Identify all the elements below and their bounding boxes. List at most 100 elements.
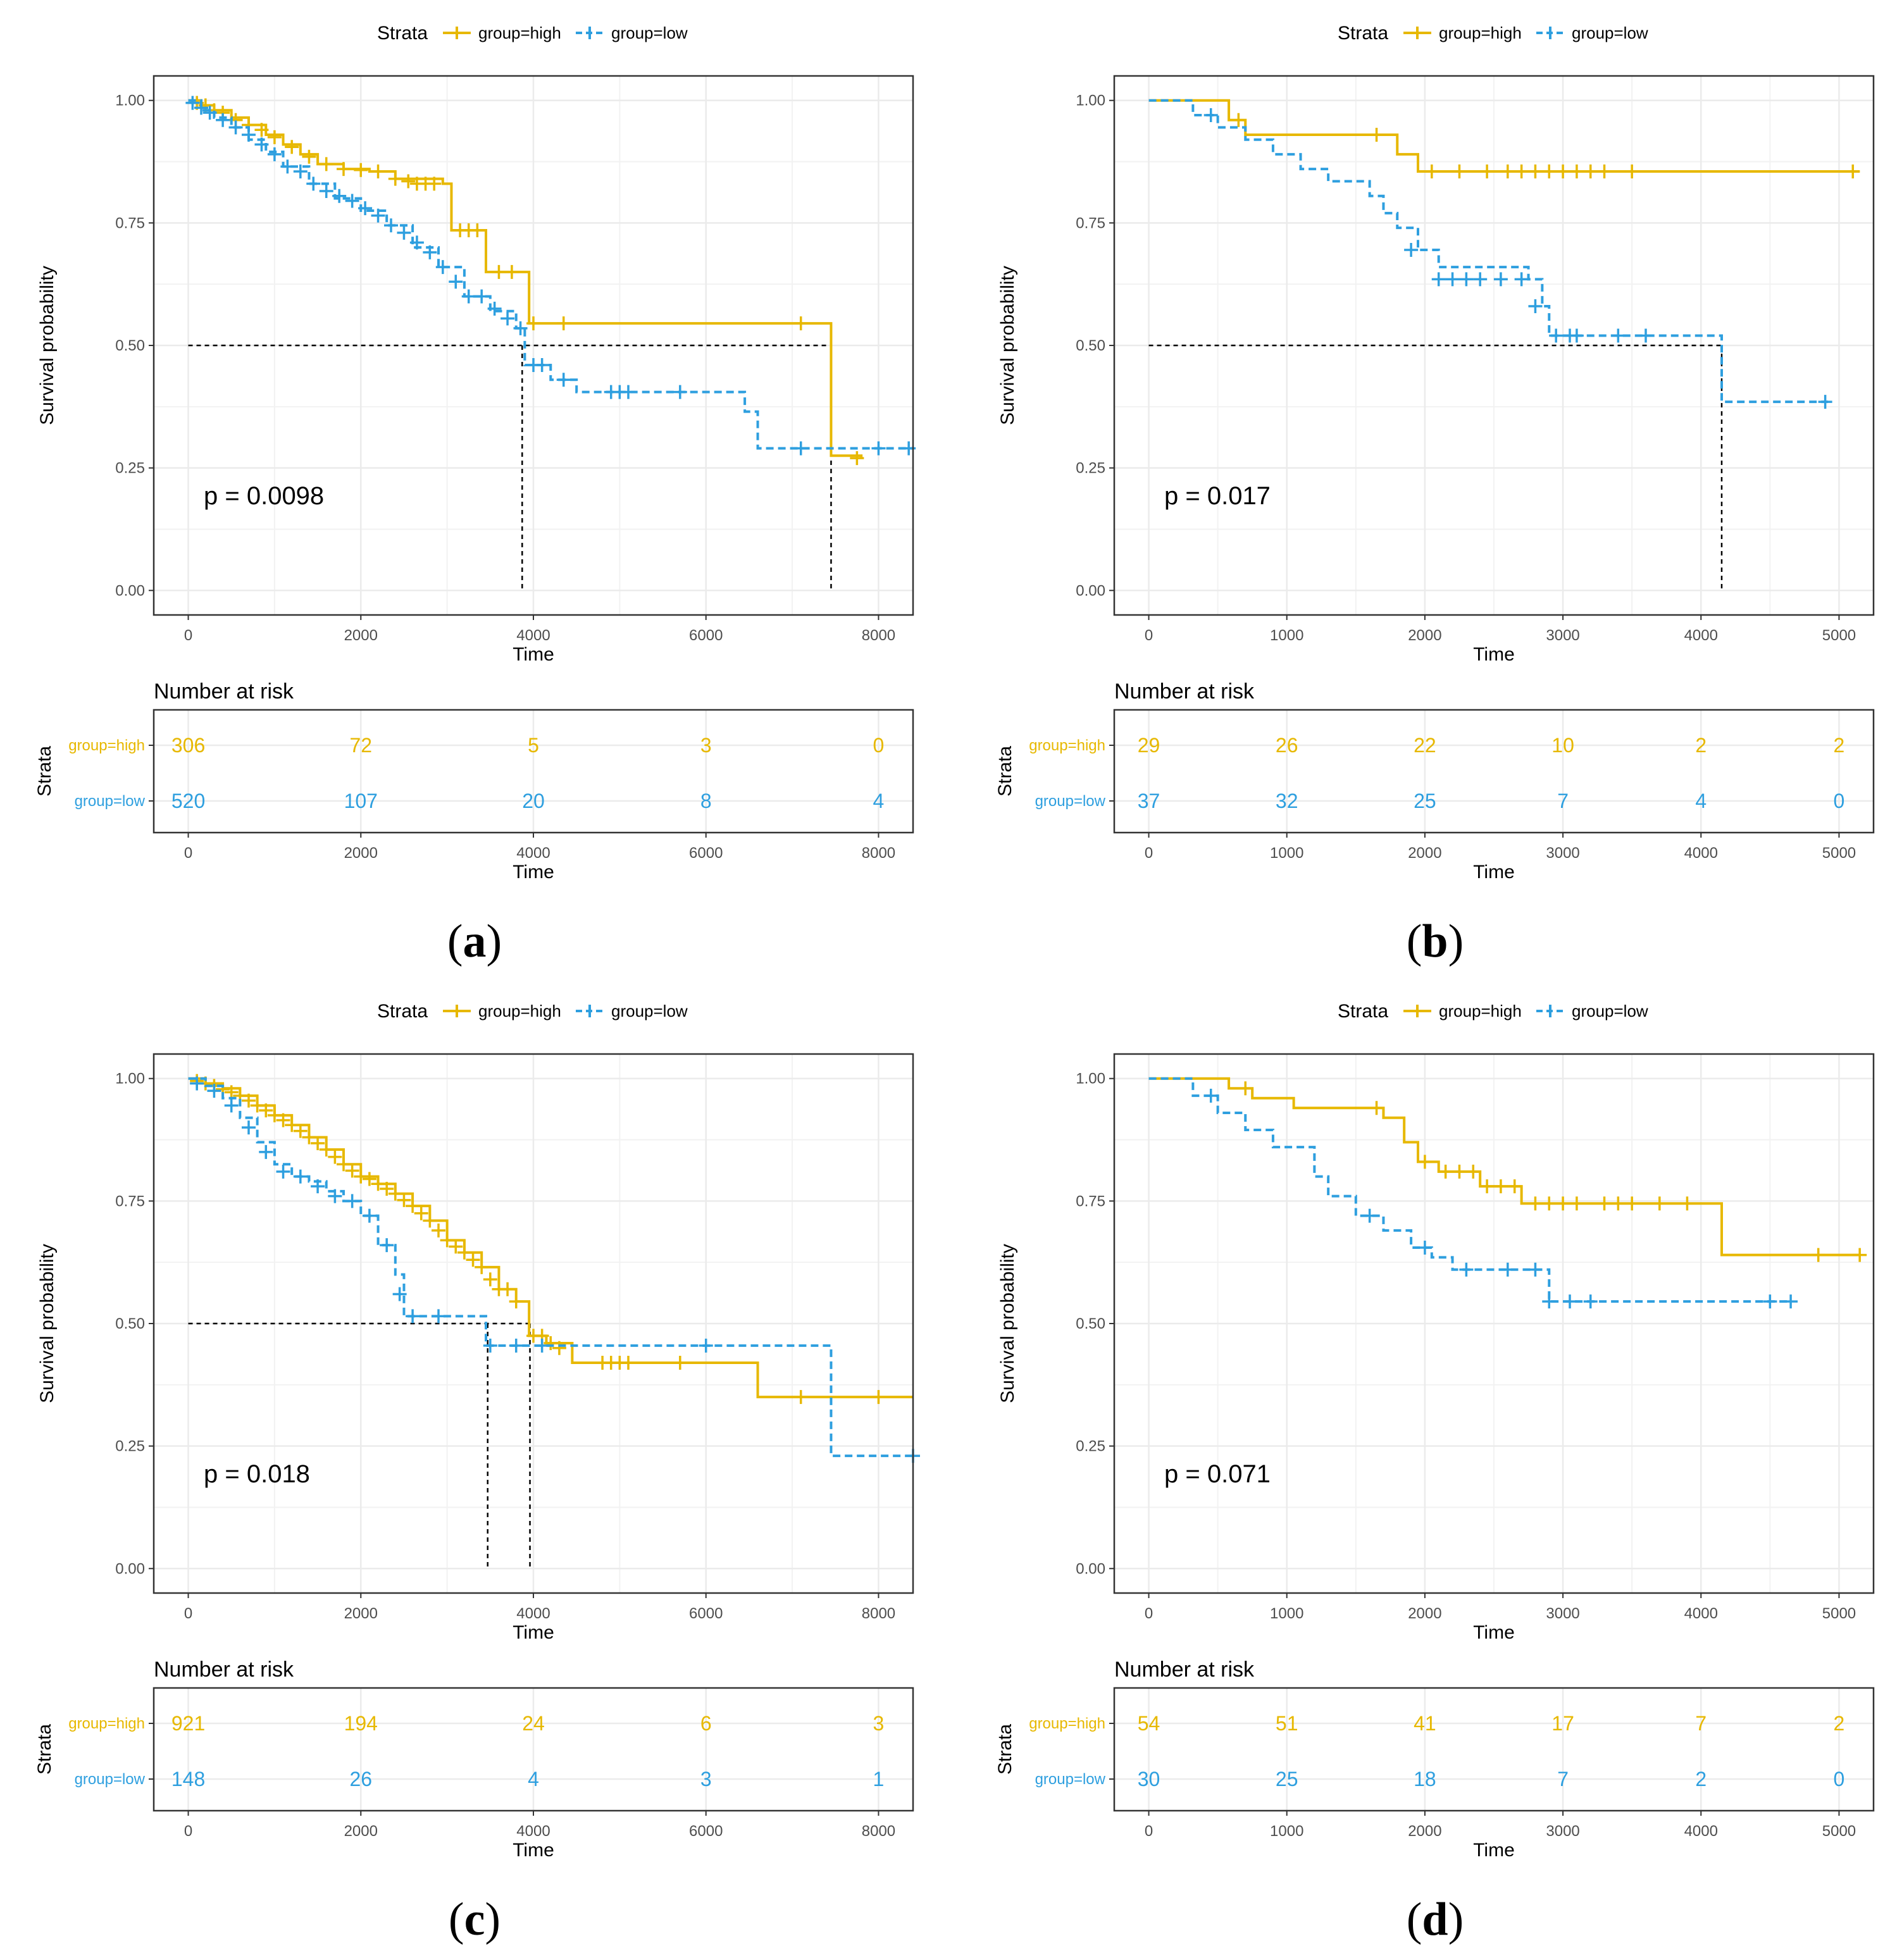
- censor-mark-high: [1493, 1179, 1508, 1194]
- risk-count-high: 5: [528, 734, 539, 757]
- censor-mark-high: [427, 177, 442, 191]
- censor-mark-high: [254, 123, 269, 137]
- censor-mark-high: [793, 316, 808, 331]
- censor-mark-high: [457, 1245, 471, 1260]
- risk-table: Number at risk 54 30 51 25 41 18 17 7 7 2 2 0 group=h…: [995, 1658, 1875, 1861]
- censor-mark-high: [1452, 1164, 1467, 1179]
- censor-mark-high: [302, 149, 316, 164]
- censor-mark-high: [319, 157, 333, 171]
- censor-mark-low: [190, 1076, 204, 1091]
- censor-mark-low: [228, 120, 243, 135]
- censor-mark-high: [267, 1108, 282, 1122]
- censor-mark-low: [224, 1098, 239, 1113]
- risk-count-high: 7: [1695, 1712, 1707, 1735]
- censor-mark-high: [440, 1233, 454, 1248]
- survival-curve-high: [1148, 1077, 1860, 1256]
- censor-mark-low: [332, 189, 347, 203]
- censor-mark-high: [1507, 1179, 1522, 1194]
- y-tick-label: 0.25: [115, 1438, 145, 1455]
- legend-high-label: group=high: [1439, 23, 1522, 42]
- censor-mark-low: [1459, 1262, 1474, 1277]
- risk-count-high: 2: [1834, 734, 1845, 757]
- legend: Strata group=high group=low: [1338, 1001, 1648, 1022]
- censor-mark-high: [302, 1130, 316, 1144]
- censor-mark-low: [673, 385, 687, 399]
- censor-mark-high: [526, 316, 540, 331]
- risk-count-low: 148: [171, 1768, 205, 1790]
- censor-mark-low: [406, 1309, 420, 1324]
- x-tick-label: 5000: [1822, 627, 1856, 644]
- risk-count-low: 7: [1557, 1768, 1569, 1790]
- censor-mark-low: [1763, 1294, 1777, 1309]
- risk-count-low: 2: [1695, 1768, 1707, 1790]
- risk-x-tick-label: 4000: [516, 1823, 550, 1840]
- censor-mark-high: [483, 1272, 497, 1287]
- risk-strata-label: Strata: [34, 1724, 55, 1775]
- censor-mark-low: [216, 113, 230, 127]
- y-tick-label: 0.25: [1076, 460, 1105, 477]
- risk-table-background: [1114, 1688, 1874, 1811]
- censor-mark-high: [1452, 164, 1467, 179]
- x-tick-label: 6000: [689, 627, 723, 644]
- censor-mark-low: [1818, 395, 1832, 409]
- x-tick-label: 2000: [1408, 1605, 1441, 1622]
- censor-mark-high: [871, 1390, 886, 1405]
- panel-label: (b): [1407, 915, 1464, 967]
- y-tick-label: 1.00: [1076, 1070, 1105, 1088]
- risk-count-high: 921: [171, 1712, 205, 1735]
- censor-mark-high: [345, 1163, 359, 1178]
- legend-low-label: group=low: [611, 23, 688, 42]
- censor-mark-high: [1514, 164, 1529, 179]
- risk-table-title: Number at risk: [154, 679, 294, 704]
- risk-count-high: 26: [1276, 734, 1298, 757]
- censor-mark-low: [280, 159, 295, 174]
- y-tick-label: 0.75: [115, 1193, 145, 1210]
- y-axis-label: Survival probability: [37, 1244, 58, 1403]
- censor-mark-high: [423, 1213, 437, 1228]
- censor-mark-low: [1445, 272, 1460, 287]
- legend: Strata group=high group=low: [1338, 23, 1648, 44]
- censor-mark-low: [358, 201, 373, 216]
- y-tick-label: 0.75: [1076, 1193, 1105, 1210]
- risk-count-high: 17: [1551, 1712, 1574, 1735]
- p-value-label: p = 0.071: [1164, 1460, 1271, 1488]
- censor-mark-low: [423, 245, 437, 259]
- censor-mark-high: [406, 1199, 420, 1213]
- censor-mark-high: [276, 1113, 290, 1127]
- x-tick-label: 3000: [1546, 1605, 1579, 1622]
- censor-mark-high: [1569, 1196, 1584, 1211]
- censor-mark-high: [285, 1118, 299, 1132]
- risk-count-low: 4: [873, 790, 885, 812]
- risk-row-label-low: group=low: [75, 1771, 146, 1788]
- censor-mark-high: [621, 1355, 635, 1370]
- censor-mark-high: [414, 1206, 428, 1220]
- x-tick-label: 1000: [1270, 1605, 1303, 1622]
- risk-table: Number at risk 29 37 26 32 22 25 10 7 2 4 2 0 group=h…: [995, 679, 1875, 883]
- risk-x-tick-label: 8000: [862, 1823, 895, 1840]
- censor-mark-high: [544, 1336, 558, 1350]
- risk-row-label-high: group=high: [1029, 737, 1105, 754]
- risk-count-low: 20: [522, 790, 545, 812]
- km-plot: 0 2000 4000 6000 8000 0.00 0.25 0.50 0.75 1.00 Tim…: [37, 1053, 920, 1643]
- censor-mark-low: [267, 147, 282, 161]
- risk-x-tick-label: 1000: [1270, 1823, 1303, 1840]
- risk-table-title: Number at risk: [1114, 1658, 1255, 1682]
- p-value-label: p = 0.017: [1164, 482, 1271, 510]
- x-tick-label: 4000: [516, 1605, 550, 1622]
- survival-curve-low: [188, 99, 913, 450]
- y-tick-label: 0.00: [115, 582, 145, 599]
- censor-mark-high: [504, 264, 519, 279]
- x-tick-label: 0: [1145, 1605, 1153, 1622]
- risk-count-high: 10: [1551, 734, 1574, 757]
- risk-count-high: 306: [171, 734, 205, 757]
- censor-mark-low: [1563, 1294, 1577, 1309]
- censor-mark-high: [466, 1253, 480, 1267]
- risk-strata-label: Strata: [34, 746, 55, 797]
- censor-mark-low: [1203, 108, 1218, 122]
- legend-high-label: group=high: [1439, 1002, 1522, 1020]
- risk-count-high: 29: [1138, 734, 1160, 757]
- censor-mark-low: [500, 311, 515, 326]
- risk-table-border: [1113, 709, 1875, 834]
- x-tick-label: 3000: [1546, 627, 1579, 644]
- censor-mark-high: [673, 1355, 687, 1370]
